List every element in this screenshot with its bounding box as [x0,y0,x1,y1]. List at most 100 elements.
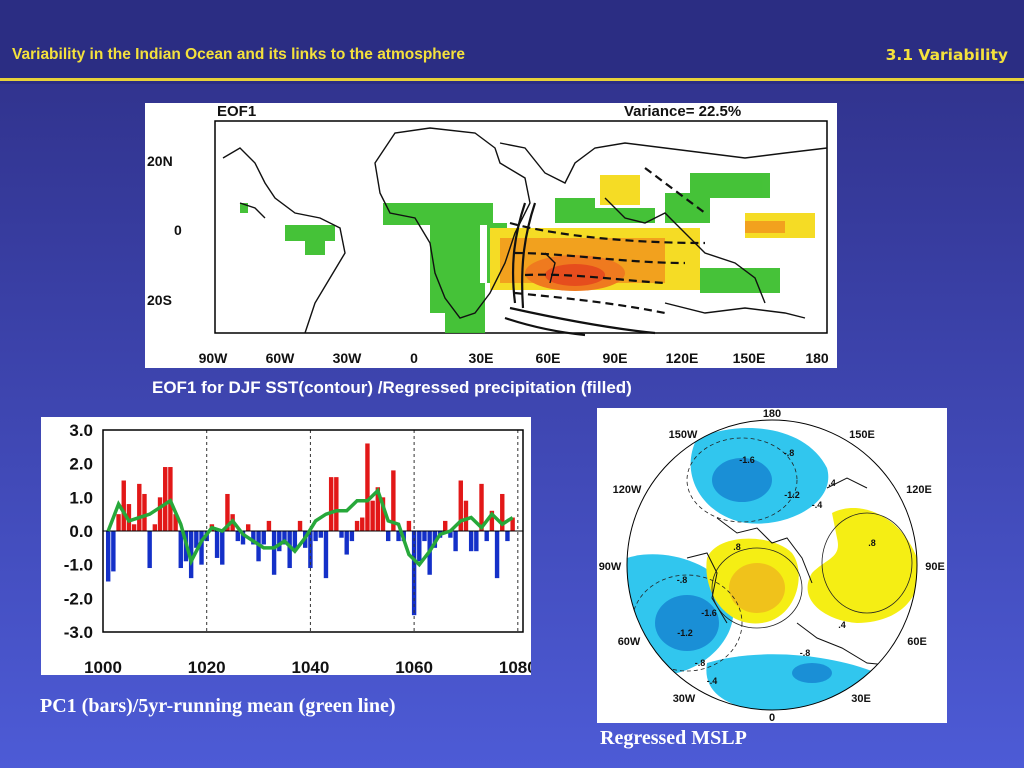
lon-tick: 60W [266,350,296,366]
positive-region [807,508,917,623]
contour-label: -.8 [677,575,688,585]
pc1-bar [121,480,126,531]
pc1-bar [458,480,463,531]
y-tick-label: 1.0 [69,488,93,507]
pc1-bar [137,483,142,531]
contour-label: -1.2 [784,490,800,500]
lon-tick: 30W [333,350,363,366]
sst-contours [504,167,706,337]
header-divider [0,78,1024,81]
x-tick-label: 1000 [84,658,122,675]
lon-label: 90E [925,561,945,573]
pc1-bar [147,531,152,569]
pc1-bar [313,531,318,542]
pc1-bar [396,531,401,542]
pc1-bar [173,514,178,531]
pc1-bar [261,531,266,545]
contour-label: -.4 [812,500,823,510]
pc1-bar [116,514,121,531]
lon-tick: 30E [469,350,494,366]
pc1-bar [292,531,298,552]
pc1-bar [163,467,168,531]
lon-tick: 120E [666,350,699,366]
lon-tick-labels: 90W 60W 30W 0 30E 60E 90E 120E 150E 180 [199,350,829,366]
pc1-bar [308,531,313,569]
pc1-chart: 3.0 2.0 1.0 0.0 -1.0 -2.0 -3.0 1000 1020 1040 106… [64,421,537,677]
pc1-bar [157,497,163,531]
pc1-bar [328,477,334,531]
y-tick-label: 3.0 [69,421,93,440]
contour-label: .4 [828,478,836,488]
contour-label: -1.6 [701,608,717,618]
pc1-bar [448,531,453,538]
pc1-bar [266,520,272,531]
polar-lon-labels: 180 150E 120E 90E 60E 30E 0 30W 60W 90W … [599,408,945,724]
pc1-bar [463,500,469,531]
pc1-bar [479,483,484,531]
pc1-bar [287,531,292,569]
positive-core [729,563,785,613]
pc1-bar [188,531,194,579]
contour-label: -.8 [784,448,795,458]
x-tick-label: 1060 [395,658,433,675]
contour-label: -.4 [707,676,718,686]
pc1-bar [489,510,495,531]
lon-tick: 0 [410,350,418,366]
pc1-bar [422,531,427,542]
x-tick-label: 1040 [291,658,329,675]
pc1-bar [297,520,303,531]
pc1-bar [131,524,137,531]
y-tick-label: -3.0 [64,623,93,642]
lon-label: 90W [599,561,622,573]
pc1-bar [370,500,375,531]
x-tick-label: 1080 [499,658,531,675]
pc1-caption: PC1 (bars)/5yr-running mean (green line) [40,695,396,717]
lon-label: 120E [906,484,932,496]
lat-tick: 20N [147,153,173,169]
contour-value-labels: -1.6 -.8 -1.2 -.4 .4 .8 .8 -.8 -1.6 -1.2… [677,448,876,686]
eof-map: EOF1 Variance= 22.5% [147,103,829,366]
lon-tick: 60E [536,350,561,366]
contour-label: .8 [733,542,741,552]
pc1-bar [220,531,225,565]
pc1-bar [432,531,438,548]
eof-map-panel: EOF1 Variance= 22.5% [145,103,837,368]
slide-title: Variability in the Indian Ocean and its … [12,46,466,63]
pc1-bar [443,520,448,531]
pc1-bar [251,531,256,545]
pc1-bar [111,531,116,572]
pc1-bar [245,524,251,531]
polar-boundary [626,419,918,711]
coastlines [222,127,828,334]
lon-label: 60E [907,636,927,648]
pc1-bar [411,531,417,616]
pc1-bar [178,531,183,569]
pc1-bar [360,517,365,531]
lon-tick: 180 [805,350,829,366]
y-tick-label: 0.0 [69,522,93,541]
pc1-bar [468,531,474,552]
pc1-bar [417,531,422,562]
pc1-bar [365,443,370,531]
pc1-bar [240,531,246,545]
lat-tick: 20S [147,292,172,308]
pc1-bar [484,531,489,542]
y-tick-label: -1.0 [64,556,93,575]
section-label: 3.1 Variability [885,46,1008,64]
pc1-bar [474,531,479,552]
lon-tick: 90E [603,350,628,366]
lon-label: 30W [673,693,696,705]
pc1-bar [142,493,147,531]
pc1-bar [323,531,329,579]
negative-core [655,595,719,651]
pc1-bar [344,531,349,555]
y-tick-label: -2.0 [64,589,93,608]
pc1-bar [277,531,282,552]
negative-core [712,458,772,502]
lon-label: 0 [769,712,775,723]
contour-label: .4 [838,620,846,630]
pc1-bar [505,531,510,542]
y-tick-label: 2.0 [69,455,93,474]
mslp-map: 180 150E 120E 90E 60E 30E 0 30W 60W 90W … [599,408,945,724]
lat-tick-labels: 20N 0 20S [147,153,182,308]
